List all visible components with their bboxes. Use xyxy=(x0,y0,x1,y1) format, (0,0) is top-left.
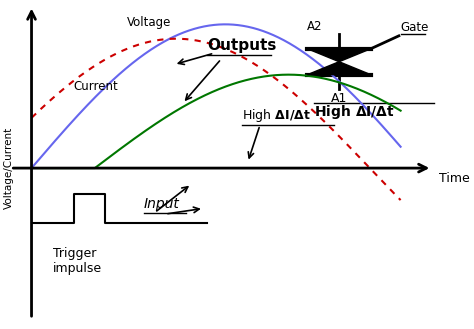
Text: Outputs: Outputs xyxy=(207,38,277,53)
Text: High $\mathbf{\Delta I/\Delta t}$: High $\mathbf{\Delta I/\Delta t}$ xyxy=(314,103,395,121)
Polygon shape xyxy=(308,49,371,62)
Text: High $\mathbf{\Delta I/\Delta t}$: High $\mathbf{\Delta I/\Delta t}$ xyxy=(242,107,311,123)
Text: A2: A2 xyxy=(307,20,322,33)
Text: Time: Time xyxy=(439,172,470,186)
Text: Voltage/Current: Voltage/Current xyxy=(4,127,14,209)
Text: A1: A1 xyxy=(331,92,347,105)
Text: Voltage: Voltage xyxy=(127,16,171,29)
Text: Current: Current xyxy=(73,80,118,93)
Text: Input: Input xyxy=(144,197,180,211)
Polygon shape xyxy=(308,62,371,75)
Text: Trigger
impulse: Trigger impulse xyxy=(53,247,102,275)
Text: Gate: Gate xyxy=(401,21,429,35)
